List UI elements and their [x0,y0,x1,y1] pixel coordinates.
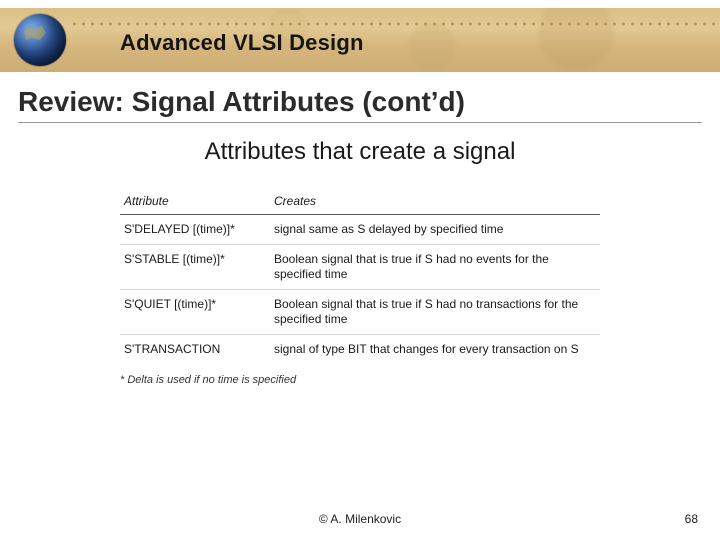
cell-creates: Boolean signal that is true if S had no … [270,245,600,290]
table-row: S'TRANSACTION signal of type BIT that ch… [120,335,600,365]
table-footnote: * Delta is used if no time is specified [120,374,600,386]
page-number: 68 [685,512,698,526]
cell-creates: Boolean signal that is true if S had no … [270,290,600,335]
header-dot-strip [70,21,720,27]
table-row: S'QUIET [(time)]* Boolean signal that is… [120,290,600,335]
cell-attribute: S'STABLE [(time)]* [120,245,270,290]
cell-creates: signal same as S delayed by specified ti… [270,215,600,245]
table-row: S'DELAYED [(time)]* signal same as S del… [120,215,600,245]
course-title: Advanced VLSI Design [120,30,364,56]
slide-title: Review: Signal Attributes (cont’d) [18,86,465,118]
globe-icon [14,14,66,66]
cell-attribute: S'DELAYED [(time)]* [120,215,270,245]
footer: © A. Milenkovic 68 [0,508,720,526]
copyright-text: © A. Milenkovic [0,512,720,526]
table-row: S'STABLE [(time)]* Boolean signal that i… [120,245,600,290]
cell-attribute: S'TRANSACTION [120,335,270,365]
title-underline [18,122,702,123]
attributes-table-wrap: Attribute Creates S'DELAYED [(time)]* si… [120,190,600,386]
table-header-row: Attribute Creates [120,190,600,215]
attributes-table: Attribute Creates S'DELAYED [(time)]* si… [120,190,600,364]
col-header-creates: Creates [270,190,600,215]
slide-subtitle: Attributes that create a signal [0,138,720,166]
col-header-attribute: Attribute [120,190,270,215]
cell-attribute: S'QUIET [(time)]* [120,290,270,335]
cell-creates: signal of type BIT that changes for ever… [270,335,600,365]
